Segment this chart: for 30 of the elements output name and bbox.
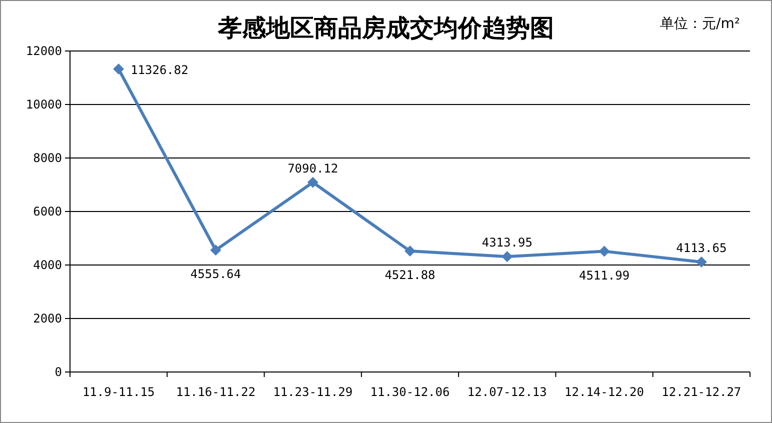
x-tick-label: 12.14-12.20 (564, 385, 644, 399)
point (696, 256, 707, 268)
y-tick-label: 8000 (33, 151, 62, 165)
point (113, 64, 124, 75)
point (502, 251, 513, 262)
x-tick-label: 11.30-12.06 (370, 385, 450, 399)
data-label: 4521.88 (384, 268, 436, 282)
data-label: 7090.12 (288, 161, 338, 176)
y-tick-label: 4000 (33, 258, 62, 272)
y-tick-label: 10000 (26, 98, 62, 112)
data-label: 4113.65 (676, 240, 727, 255)
data-label: 4313.95 (482, 236, 532, 250)
chart-title: 孝感地区商品房成交均价趋势图 (217, 13, 554, 42)
point (210, 244, 222, 256)
x-tick-label: 11.16-11.22 (176, 385, 256, 399)
y-tick-label: 12000 (26, 44, 62, 58)
point (598, 246, 610, 257)
x-tick-label: 11.9-11.15 (82, 385, 155, 399)
y-tick-label: 6000 (33, 204, 62, 218)
y-tick-label: 2000 (33, 312, 62, 326)
x-tick-label: 11.23-11.29 (273, 385, 353, 399)
data-label: 4555.64 (190, 267, 242, 282)
point (307, 176, 318, 188)
x-tick-label: 12.07-12.13 (467, 385, 547, 399)
data-label: 11326.82 (130, 63, 188, 78)
data-label: 4511.99 (578, 268, 630, 282)
text: 单位：元/m² (660, 16, 740, 32)
x-tick-label: 12.21-12.27 (662, 385, 742, 399)
point (404, 246, 416, 257)
y-tick-label: 0 (54, 365, 62, 379)
